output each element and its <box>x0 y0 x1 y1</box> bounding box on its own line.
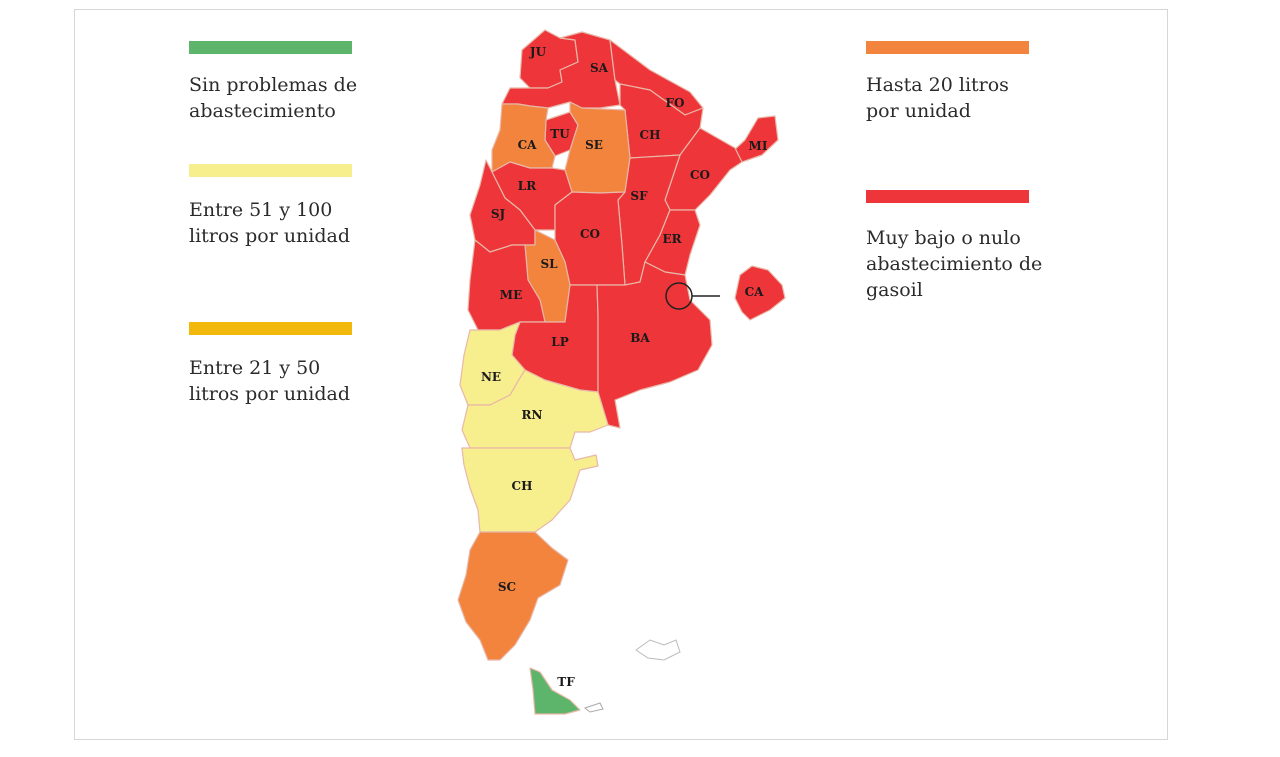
label-NE: NE <box>481 370 501 384</box>
label-ER: ER <box>662 232 682 246</box>
label-SF: SF <box>630 189 648 203</box>
province-RN[interactable] <box>461 369 609 449</box>
label-CH-south: CH <box>512 479 533 493</box>
province-CABA-inset[interactable] <box>734 265 786 321</box>
label-LR: LR <box>518 179 537 193</box>
legend-label-orange: Hasta 20 litros por unidad <box>866 74 1009 122</box>
legend-swatch-yellow <box>189 164 352 177</box>
label-TF: TF <box>557 675 575 689</box>
province-SC[interactable] <box>457 531 569 661</box>
label-CA: CA <box>518 138 538 152</box>
label-ME: ME <box>500 288 522 302</box>
label-RN: RN <box>522 408 543 422</box>
label-MI: MI <box>749 139 768 153</box>
legend-label-yellow: Entre 51 y 100 litros por unidad <box>189 199 351 247</box>
malvinas-islands <box>635 639 681 661</box>
label-SC: SC <box>498 580 516 594</box>
label-FO: FO <box>666 96 685 110</box>
label-SL: SL <box>540 257 558 271</box>
province-CH-south[interactable] <box>461 447 599 533</box>
legend-item-amber: Entre 21 y 50 litros por unidad <box>189 322 352 407</box>
province-CA[interactable] <box>491 103 556 173</box>
legend-label-amber: Entre 21 y 50 litros por unidad <box>189 357 351 405</box>
label-LP: LP <box>551 335 568 349</box>
legend-swatch-green <box>189 41 352 54</box>
label-TU: TU <box>550 127 570 141</box>
label-CABA: CA <box>745 285 765 299</box>
province-BA[interactable] <box>596 261 713 429</box>
label-SJ: SJ <box>491 207 506 221</box>
label-CO-center: CO <box>580 227 600 241</box>
label-CO-north: CO <box>690 168 710 182</box>
legend-label-green: Sin problemas de abastecimiento <box>189 74 358 122</box>
legend-item-red: Muy bajo o nulo abastecimiento de gasoil <box>866 190 1042 303</box>
label-SA: SA <box>590 61 609 75</box>
legend-item-yellow: Entre 51 y 100 litros por unidad <box>189 164 352 249</box>
legend-item-green: Sin problemas de abastecimiento <box>189 41 357 124</box>
legend-label-red: Muy bajo o nulo abastecimiento de gasoil <box>866 227 1043 301</box>
label-SE: SE <box>585 138 603 152</box>
island-shape <box>583 702 604 713</box>
legend-item-orange: Hasta 20 litros por unidad <box>866 41 1029 124</box>
legend-swatch-orange <box>866 41 1029 54</box>
province-TF[interactable] <box>529 667 581 715</box>
label-CH-north: CH <box>640 128 661 142</box>
legend-swatch-amber <box>189 322 352 335</box>
province-MI[interactable] <box>731 115 779 163</box>
legend-swatch-red <box>866 190 1029 203</box>
label-BA: BA <box>630 331 650 345</box>
label-JU: JU <box>529 45 547 59</box>
